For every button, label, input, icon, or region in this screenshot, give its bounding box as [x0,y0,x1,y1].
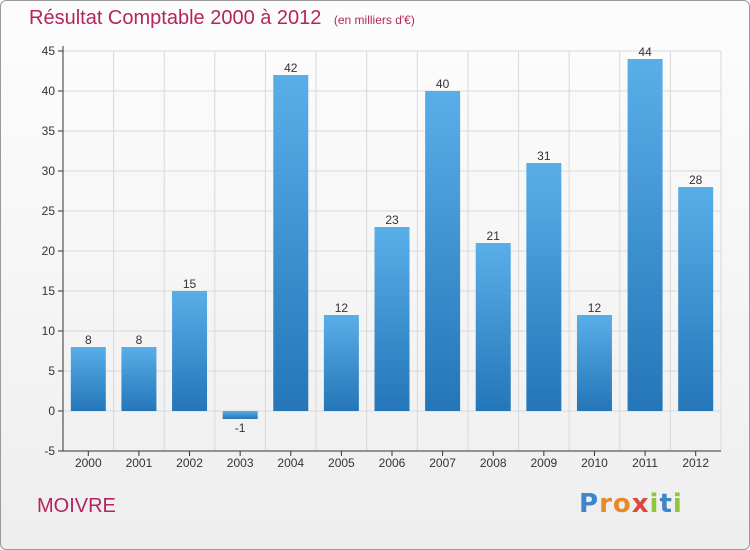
y-tick-label: 15 [42,284,56,298]
bar-value-label: 15 [183,277,197,291]
x-tick-label: 2007 [429,456,456,470]
chart-subtitle: (en milliers d'€) [333,13,415,27]
y-tick-label: 35 [42,124,56,138]
bar [678,187,714,411]
bar-value-label: 31 [537,149,551,163]
x-tick-label: 2010 [581,456,608,470]
y-tick-label: 20 [42,244,56,258]
commune-name: MOIVRE [37,495,116,517]
x-tick-label: 2000 [75,456,102,470]
x-tick-label: 2009 [530,456,557,470]
x-tick-label: 2003 [227,456,254,470]
bar [273,75,309,411]
bar [121,347,157,411]
x-tick-label: 2012 [682,456,709,470]
logo-part: t [659,489,673,519]
bar [576,315,612,411]
bar-value-label: 44 [638,45,652,59]
y-tick-label: 40 [42,84,56,98]
logo-part: P [579,489,600,519]
bar [323,315,359,411]
y-tick-label: 5 [48,364,55,378]
bar-value-label: 42 [284,61,298,75]
x-tick-label: 2004 [277,456,304,470]
bar [475,243,511,411]
bar-value-label: 23 [385,213,399,227]
y-tick-label: 10 [42,324,56,338]
x-tick-label: 2001 [126,456,153,470]
y-tick-label: 30 [42,164,56,178]
bar [222,411,258,419]
y-tick-label: 45 [42,44,56,58]
bar-value-label: 12 [588,301,602,315]
logo-part: x [631,489,650,519]
x-tick-label: 2005 [328,456,355,470]
x-tick-label: 2002 [176,456,203,470]
bar-value-label: 12 [335,301,349,315]
y-tick-label: 25 [42,204,56,218]
bar-value-label: 40 [436,77,450,91]
bar-value-label: -1 [235,421,246,435]
axes: -5 0 5 10 15 20 25 30 35 40 45 2000 2001 2002 2003 2004… [42,44,721,470]
bar [627,59,663,411]
logo-part: i [672,489,683,519]
logo-part: ro [599,489,632,519]
bar [172,291,208,411]
bar-value-label: 8 [85,333,92,347]
chart-title-block: Résultat Comptable 2000 à 2012 (en milli… [29,7,415,30]
x-tick-label: 2008 [480,456,507,470]
proxiti-logo: Proxiti [579,489,683,519]
bar [70,347,106,411]
logo-part: i [649,489,660,519]
bar [374,227,410,411]
x-tick-label: 2011 [632,456,658,470]
bars [70,59,714,419]
y-tick-label: 0 [48,404,55,418]
bar-value-label: 8 [136,333,143,347]
x-tick-label: 2006 [379,456,406,470]
bar [425,91,461,411]
chart-title: Résultat Comptable 2000 à 2012 [29,7,322,29]
bar-value-label: 28 [689,173,703,187]
bar [526,163,562,411]
labels: 8 8 15 -1 42 12 23 40 21 31 12 44 28 [85,45,703,435]
bar-value-label: 21 [487,229,501,243]
y-tick-label: -5 [44,444,55,458]
